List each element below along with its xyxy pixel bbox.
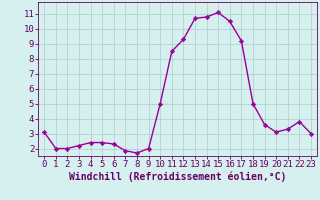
X-axis label: Windchill (Refroidissement éolien,°C): Windchill (Refroidissement éolien,°C) [69, 172, 286, 182]
